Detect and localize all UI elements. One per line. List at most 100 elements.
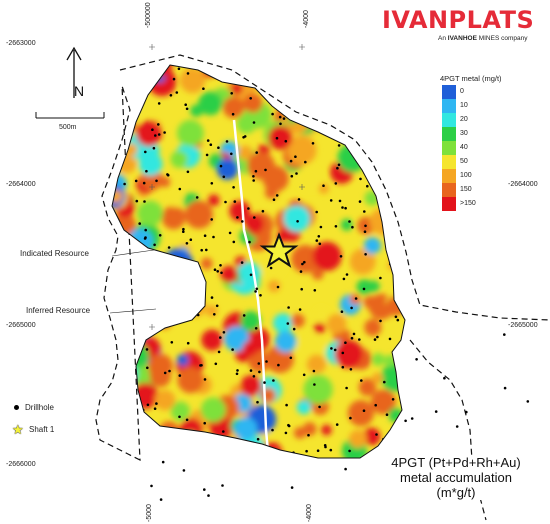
- drillhole: [249, 369, 253, 372]
- drillhole: [216, 270, 219, 273]
- drillhole: [165, 317, 169, 321]
- drillhole: [236, 369, 239, 372]
- tick-left-3: -2665000: [6, 322, 36, 329]
- grade-blob: [363, 237, 381, 255]
- drillhole: [289, 159, 293, 163]
- grade-blob: [237, 261, 261, 286]
- drillhole: [154, 77, 158, 81]
- grade-blob: [338, 329, 351, 342]
- grade-blob: [293, 427, 306, 439]
- grade-blob: [293, 82, 314, 103]
- drillhole: [205, 248, 208, 252]
- drillhole: [146, 424, 150, 428]
- drillhole: [397, 124, 401, 128]
- grade-blob: [112, 358, 138, 388]
- drillhole: [145, 348, 149, 351]
- drillhole: [185, 242, 189, 245]
- grade-blob: [112, 189, 123, 203]
- drillhole: [213, 313, 216, 316]
- drillhole: [289, 356, 293, 360]
- drillhole: [135, 199, 139, 203]
- drillhole: [146, 403, 150, 407]
- grade-blob: [296, 400, 312, 415]
- drillhole: [269, 99, 273, 102]
- shaft-star-icon: ★: [12, 422, 24, 437]
- drillhole: [363, 230, 367, 233]
- drillhole: [379, 319, 382, 323]
- drillhole: [145, 169, 148, 173]
- drillhole: [132, 364, 135, 368]
- drillhole: [191, 268, 194, 272]
- grade-blob: [358, 378, 377, 397]
- drillhole: [359, 177, 362, 181]
- grade-blob: [376, 168, 404, 196]
- drillhole: [344, 341, 347, 345]
- drillhole: [375, 65, 378, 68]
- grade-blob: [283, 205, 311, 233]
- grade-blob: [180, 432, 200, 451]
- drillhole: [144, 150, 147, 154]
- drillhole: [381, 443, 385, 446]
- drillhole: [178, 415, 181, 419]
- drillhole: [221, 484, 224, 487]
- legend-item: 10: [440, 99, 544, 113]
- grade-blob: [300, 65, 315, 71]
- drillhole: [255, 151, 258, 154]
- drillhole: [255, 287, 259, 291]
- drillhole: [222, 175, 226, 179]
- grade-blob: [302, 422, 317, 436]
- drillhole: [182, 469, 186, 472]
- drillhole: [154, 134, 157, 137]
- drillhole: [277, 363, 280, 367]
- grade-blob: [336, 109, 350, 123]
- tick-bottom-1: -5000: [146, 504, 153, 522]
- drillhole: [186, 431, 190, 434]
- drillhole: [203, 378, 207, 381]
- drillhole: [175, 91, 179, 94]
- inferred-leader-line: [109, 308, 157, 314]
- drillhole: [396, 194, 400, 197]
- grade-blob: [363, 106, 376, 120]
- grid-crosses: [149, 44, 305, 330]
- tick-left-1: -2663000: [6, 40, 36, 47]
- drillhole: [189, 238, 193, 241]
- drillhole: [316, 449, 320, 453]
- drillhole: [157, 450, 160, 453]
- grade-blob: [347, 400, 374, 427]
- drillhole: [231, 112, 235, 116]
- drillhole: [315, 239, 319, 242]
- drillhole: [391, 125, 395, 129]
- drillhole: [379, 276, 382, 280]
- north-label: N: [74, 83, 85, 99]
- drillhole: [434, 410, 438, 413]
- drillhole: [268, 74, 271, 77]
- drillhole: [330, 347, 333, 350]
- legend-item: >150: [440, 197, 544, 211]
- drillhole: [400, 150, 403, 154]
- drillhole: [172, 77, 176, 81]
- grade-blob: [287, 113, 299, 124]
- drillhole: [164, 319, 168, 323]
- grade-blob: [333, 65, 354, 82]
- drillhole: [233, 200, 237, 203]
- drillhole: [294, 155, 297, 158]
- drillhole: [112, 140, 116, 143]
- drillhole: [443, 376, 446, 380]
- legend-swatch: [442, 113, 456, 127]
- legend-swatch: [442, 183, 456, 197]
- drillhole: [381, 65, 385, 69]
- grade-blob: [158, 421, 181, 444]
- grade-blob: [311, 267, 324, 280]
- drillhole: [340, 70, 344, 74]
- drillhole: [337, 163, 341, 167]
- drillhole: [253, 216, 256, 219]
- drillhole: [161, 460, 165, 464]
- brand-logo: IVANPLATS: [382, 6, 535, 34]
- drillhole: [224, 200, 227, 204]
- map-caption: 4PGT (Pt+Pd+Rh+Au) metal accumulation (m…: [376, 455, 536, 500]
- legend-item: 100: [440, 169, 544, 183]
- legend-swatch: [442, 99, 456, 113]
- drillhole: [336, 166, 339, 170]
- drillhole: [181, 318, 184, 322]
